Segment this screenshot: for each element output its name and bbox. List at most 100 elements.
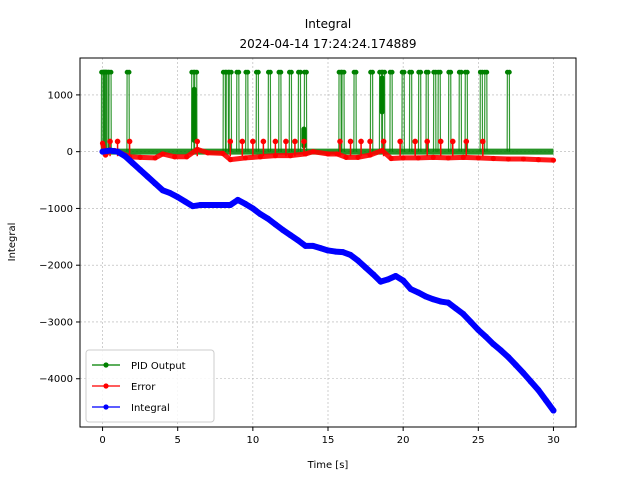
integral-point	[437, 298, 444, 305]
chart-subtitle: 2024-04-14 17:24:24.174889	[239, 37, 416, 51]
integral-point	[242, 200, 249, 207]
legend-label: Integral	[131, 403, 170, 414]
integral-point	[257, 211, 264, 218]
integral-point	[99, 148, 106, 155]
integral-point	[227, 202, 234, 209]
pid-output-point	[236, 69, 242, 75]
error-point	[301, 138, 307, 145]
y-axis-label: Integral	[7, 223, 18, 262]
legend-box	[85, 349, 215, 423]
x-axis: 0 5 10 15 20 25 30	[99, 427, 560, 446]
error-point	[355, 154, 361, 160]
pid-output-point	[506, 69, 512, 75]
y-tick-label: 1000	[48, 90, 73, 101]
y-tick-label: −2000	[39, 261, 73, 272]
integral-point	[445, 299, 452, 306]
error-point	[152, 155, 158, 161]
error-point	[388, 155, 394, 162]
integral-point	[294, 237, 301, 244]
error-point	[114, 138, 121, 145]
error-point	[445, 155, 451, 161]
integral-point	[167, 190, 174, 197]
error-point	[437, 138, 444, 145]
integral-point	[512, 362, 519, 369]
series-integral	[99, 147, 557, 414]
integral-point	[422, 293, 429, 300]
pid-output-point	[304, 69, 309, 75]
integral-point	[197, 202, 204, 209]
error-point	[107, 138, 113, 145]
legend: PID Output Error Integral	[85, 349, 215, 423]
pid-output-point	[289, 69, 294, 75]
pid-output-point	[464, 69, 470, 75]
pid-output-point	[437, 69, 443, 75]
error-point	[194, 138, 201, 145]
integral-point	[189, 203, 196, 210]
pid-output-point	[448, 69, 454, 75]
x-tick-label: 15	[322, 435, 335, 446]
integral-point	[219, 202, 226, 209]
pid-output-point	[382, 69, 388, 75]
y-tick-label: −4000	[39, 374, 73, 385]
error-point	[126, 138, 133, 145]
integral-point	[159, 187, 166, 194]
legend-swatch-marker	[103, 404, 109, 410]
chart-title: Integral	[305, 17, 351, 31]
integral-point	[122, 153, 129, 160]
x-tick-label: 30	[547, 435, 560, 446]
error-point	[358, 138, 364, 145]
integral-point	[535, 387, 542, 394]
error-point	[480, 138, 486, 145]
integral-point	[490, 341, 497, 348]
error-point	[310, 149, 316, 155]
integral-point	[407, 286, 414, 293]
integral-point	[182, 198, 189, 205]
integral-point	[174, 194, 181, 201]
integral-point	[325, 247, 331, 254]
pid-output-point	[458, 69, 464, 75]
integral-point	[475, 326, 482, 333]
legend-swatch-marker	[103, 383, 109, 389]
error-point	[205, 150, 211, 156]
y-tick-label: −1000	[39, 204, 73, 215]
integral-point	[309, 242, 316, 249]
error-point	[460, 154, 466, 160]
pid-output-point	[267, 69, 273, 75]
integral-point	[392, 272, 399, 279]
x-axis-label: Time [s]	[307, 460, 349, 471]
error-point	[490, 155, 496, 162]
integral-point	[340, 249, 347, 256]
integral-point	[430, 296, 437, 303]
error-point	[520, 156, 526, 162]
pid-output-point	[228, 69, 234, 75]
error-point	[550, 157, 557, 163]
pid-output-point	[245, 69, 251, 75]
pid-output-point	[409, 69, 415, 75]
pid-output-point	[194, 69, 200, 75]
integral-point	[497, 347, 504, 354]
y-tick-label: −3000	[39, 317, 73, 328]
y-tick-label: 0	[67, 147, 73, 158]
integral-point	[264, 215, 271, 222]
integral-point	[287, 232, 294, 239]
error-point	[250, 138, 256, 145]
series-group	[99, 69, 557, 414]
integral-point	[370, 271, 377, 278]
pid-output-point	[298, 69, 303, 75]
integral-point	[212, 202, 219, 209]
error-point	[412, 138, 418, 145]
integral-point	[362, 264, 369, 271]
error-point	[475, 155, 481, 161]
integral-point	[542, 397, 549, 404]
integral-point	[144, 173, 151, 180]
integral-point	[152, 180, 159, 187]
error-point	[337, 138, 343, 145]
error-point	[239, 138, 246, 145]
integral-point	[452, 305, 459, 312]
integral-point	[460, 311, 467, 318]
legend-label: PID Output	[131, 361, 186, 372]
error-point	[397, 138, 403, 145]
error-point	[227, 157, 233, 163]
pid-output-point	[401, 69, 407, 75]
